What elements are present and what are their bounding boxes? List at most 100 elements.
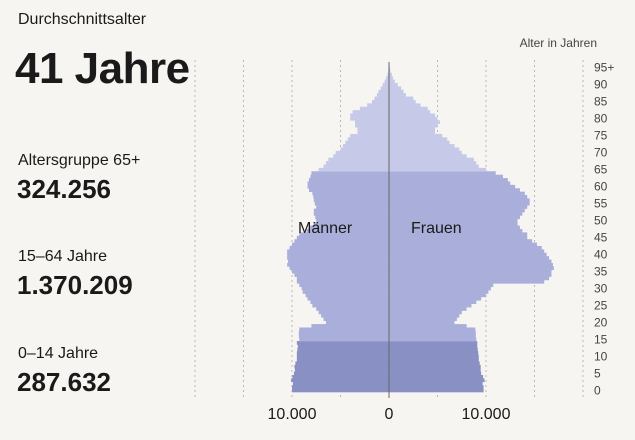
bar-right-age-30 xyxy=(389,286,491,291)
bar-right-age-1 xyxy=(389,385,484,389)
bar-left-age-61 xyxy=(307,181,389,186)
bar-right-age-21 xyxy=(389,317,457,321)
bar-right-age-15 xyxy=(389,337,477,342)
bar-right-age-19 xyxy=(389,324,467,328)
x-axis-ticks: 10.000 0 10.000 xyxy=(268,406,511,423)
bar-left-age-24 xyxy=(316,307,389,311)
bar-right-age-78 xyxy=(389,123,438,128)
bar-right-age-27 xyxy=(389,296,482,301)
y-tick-label: 85 xyxy=(594,95,608,109)
bar-right-age-68 xyxy=(389,157,474,162)
bar-right-age-73 xyxy=(389,140,450,145)
y-tick-label: 35 xyxy=(594,264,608,278)
bar-left-age-26 xyxy=(310,300,389,305)
bar-left-age-41 xyxy=(287,249,389,254)
bar-left-age-78 xyxy=(355,123,389,128)
bar-left-age-25 xyxy=(312,303,389,308)
bar-left-age-52 xyxy=(313,212,389,216)
bar-left-age-91 xyxy=(384,79,389,84)
bar-right-age-70 xyxy=(389,150,462,155)
x-tick-label: 0 xyxy=(385,406,394,423)
bar-right-age-16 xyxy=(389,334,476,338)
bar-right-age-59 xyxy=(389,188,520,192)
bar-right-age-17 xyxy=(389,330,476,335)
bar-right-age-50 xyxy=(389,218,518,223)
bar-left-age-16 xyxy=(298,334,389,338)
bar-left-age-65 xyxy=(318,167,390,172)
bar-left-age-29 xyxy=(302,290,389,294)
bar-right-age-62 xyxy=(389,178,508,182)
bar-left-age-17 xyxy=(298,330,389,335)
bar-left-age-86 xyxy=(374,96,389,101)
bar-left-age-14 xyxy=(296,341,389,345)
age-group-0-14-value: 287.632 xyxy=(17,367,111,397)
bar-left-age-70 xyxy=(335,150,389,155)
bar-left-age-28 xyxy=(305,293,389,298)
bar-right-age-77 xyxy=(389,127,436,131)
bar-right-age-7 xyxy=(389,364,481,369)
y-tick-label: 40 xyxy=(594,248,608,262)
bar-right-age-3 xyxy=(389,378,485,383)
bar-right-age-11 xyxy=(389,351,479,355)
age-group-65-value: 324.256 xyxy=(17,174,111,204)
bar-right-age-24 xyxy=(389,307,467,311)
bar-right-age-63 xyxy=(389,174,503,179)
bar-left-age-68 xyxy=(328,157,390,162)
bar-left-age-92 xyxy=(386,76,389,80)
bar-right-age-10 xyxy=(389,354,479,359)
bar-right-age-71 xyxy=(389,147,460,152)
average-age-label: Durchschnittsalter xyxy=(18,11,147,28)
bar-left-age-37 xyxy=(287,262,389,267)
bar-left-age-72 xyxy=(342,144,389,148)
bar-right-age-36 xyxy=(389,266,554,271)
bar-right-age-29 xyxy=(389,290,489,294)
bar-left-age-42 xyxy=(289,245,389,250)
bar-left-age-73 xyxy=(345,140,389,145)
bar-left-age-34 xyxy=(294,273,390,277)
bar-right-age-46 xyxy=(389,232,528,237)
bar-right-age-89 xyxy=(389,86,402,91)
bar-right-age-84 xyxy=(389,103,421,108)
bar-left-age-49 xyxy=(313,222,389,226)
bar-right-age-23 xyxy=(389,310,462,315)
bar-left-age-33 xyxy=(296,276,389,281)
y-tick-label: 80 xyxy=(594,112,608,126)
bar-left-age-1 xyxy=(292,385,389,389)
bar-right-age-76 xyxy=(389,130,436,135)
bar-right-age-90 xyxy=(389,82,398,87)
bar-left-age-56 xyxy=(313,198,389,203)
bar-right-age-31 xyxy=(389,283,494,288)
bar-left-age-27 xyxy=(307,296,389,301)
bar-right-age-53 xyxy=(389,208,525,213)
bar-left-age-90 xyxy=(382,82,389,87)
bar-left-age-93 xyxy=(387,72,389,77)
pyramid-bars xyxy=(287,66,554,393)
bar-left-age-51 xyxy=(315,215,389,220)
bar-left-age-10 xyxy=(296,354,389,359)
bar-right-age-91 xyxy=(389,79,395,84)
bar-right-age-40 xyxy=(389,252,547,257)
bar-left-age-45 xyxy=(296,235,389,240)
bar-right-age-92 xyxy=(389,76,393,80)
bar-left-age-63 xyxy=(310,174,389,179)
bar-right-age-72 xyxy=(389,144,455,148)
bar-right-age-54 xyxy=(389,205,528,209)
bar-left-age-64 xyxy=(311,171,389,175)
bar-left-age-31 xyxy=(299,283,389,288)
bar-right-age-79 xyxy=(389,120,440,125)
bar-left-age-15 xyxy=(299,337,389,342)
bar-left-age-46 xyxy=(299,232,389,237)
bar-right-age-37 xyxy=(389,262,553,267)
age-group-65-label: Altersgruppe 65+ xyxy=(18,152,141,169)
bar-left-age-13 xyxy=(297,344,389,349)
y-tick-label: 45 xyxy=(594,231,608,245)
bar-left-age-30 xyxy=(301,286,389,291)
bar-right-age-61 xyxy=(389,181,511,186)
bar-left-age-74 xyxy=(347,137,389,142)
y-tick-label: 0 xyxy=(594,383,601,397)
y-tick-label: 95+ xyxy=(594,61,614,75)
bar-right-age-93 xyxy=(389,72,392,77)
bar-left-age-76 xyxy=(357,130,390,135)
x-tick-label: 10.000 xyxy=(462,406,511,423)
